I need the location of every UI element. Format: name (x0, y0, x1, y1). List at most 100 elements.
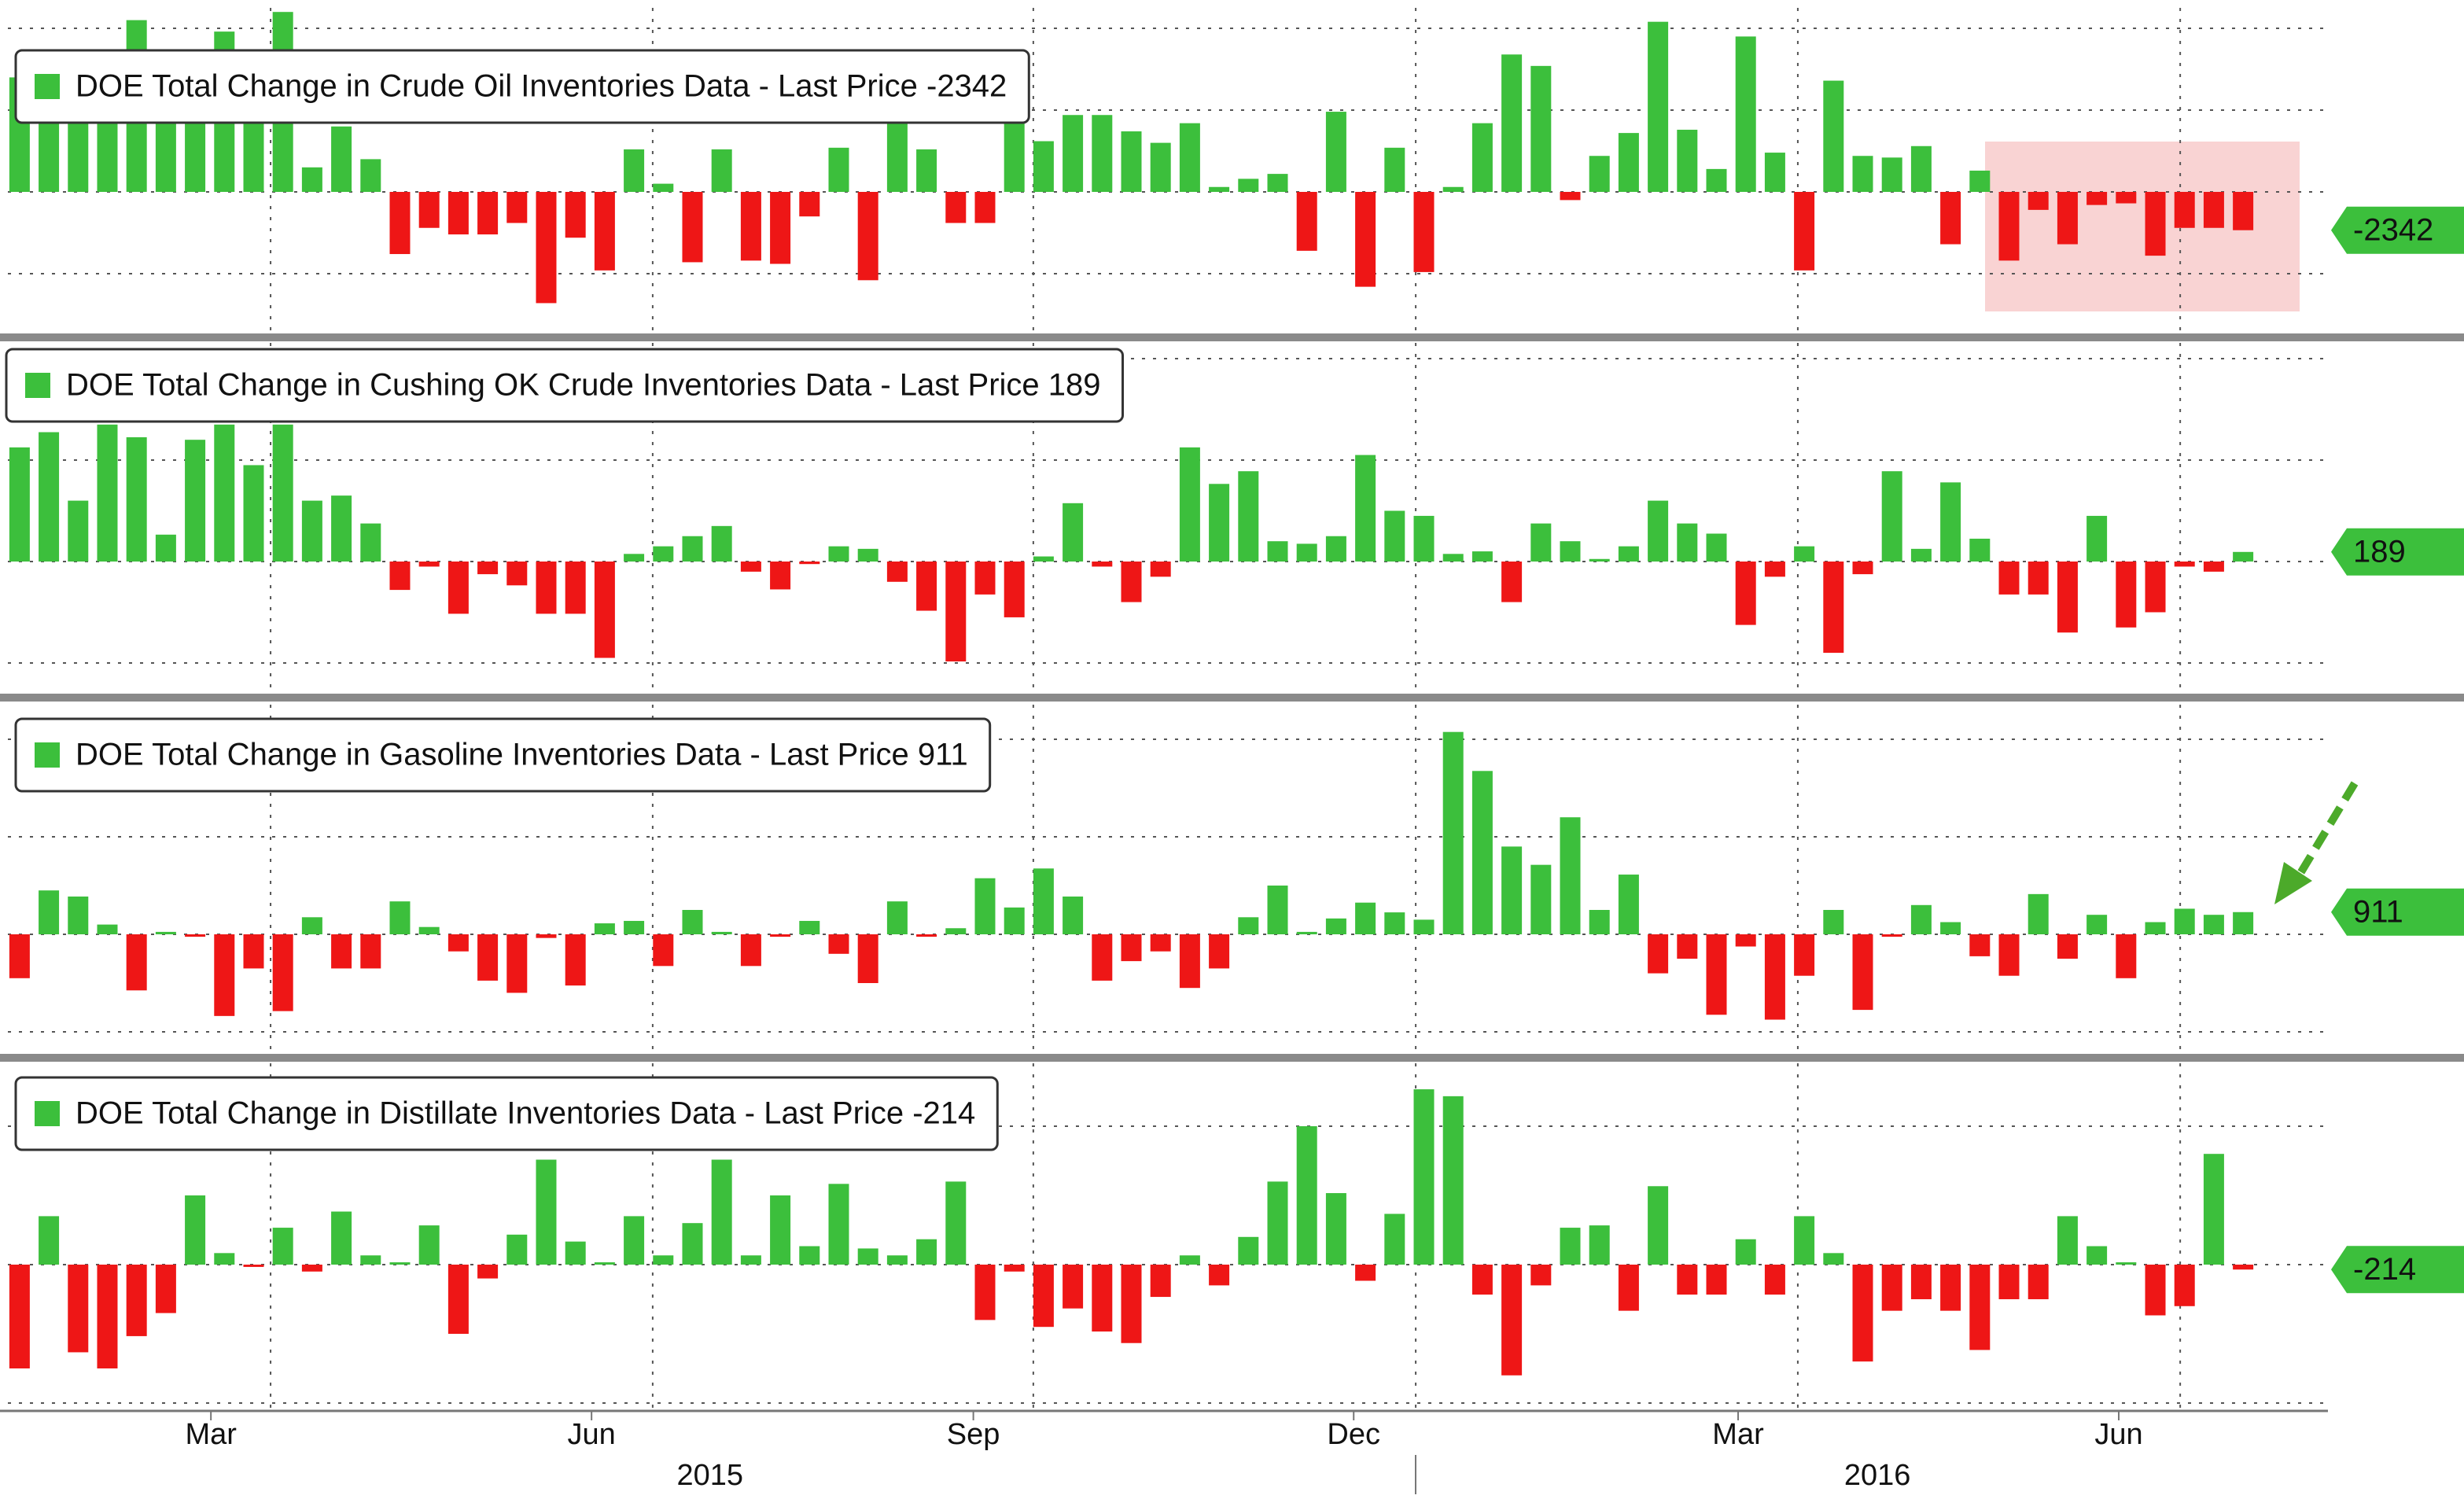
bar (477, 934, 499, 981)
bar (418, 191, 440, 228)
bar (389, 561, 411, 591)
bar (1530, 864, 1552, 935)
bar (2174, 908, 2195, 935)
year-label: 2016 (1844, 1459, 1911, 1492)
arrow (2274, 781, 2359, 904)
bar (506, 191, 528, 223)
bar (477, 561, 499, 575)
bar (1296, 931, 1317, 935)
bar (331, 126, 352, 192)
price-tag-label: -214 (2353, 1252, 2416, 1287)
bar (1969, 1264, 1991, 1350)
x-tick-label: Mar (185, 1418, 237, 1451)
bar (1764, 1264, 1785, 1295)
bar (1501, 54, 1523, 192)
bar (2057, 1216, 2078, 1265)
bar (770, 191, 791, 264)
bar (126, 436, 147, 562)
bar (770, 561, 791, 590)
bar (2174, 1264, 2195, 1306)
bar (1969, 934, 1991, 956)
bar (126, 1264, 147, 1336)
bar (1706, 934, 1727, 1015)
x-tick-label: Dec (1327, 1418, 1380, 1451)
bar (974, 1264, 996, 1320)
bar (1355, 1264, 1376, 1281)
bar (1150, 1264, 1171, 1298)
bar (2203, 915, 2224, 935)
bar (2116, 561, 2137, 628)
bar (1823, 80, 1844, 192)
bar (2174, 561, 2195, 567)
bar (418, 1225, 440, 1265)
bar (1823, 561, 1844, 654)
bar (1940, 922, 1961, 935)
bar (243, 465, 264, 562)
bar (2116, 934, 2137, 978)
bar (2057, 191, 2078, 245)
bar (1384, 1214, 1405, 1265)
bar (1063, 503, 1084, 562)
panel: DOE Total Change in Gasoline Inventories… (8, 705, 2464, 1051)
bar (2145, 191, 2166, 256)
bar (1063, 896, 1084, 935)
bar (886, 901, 908, 935)
bar (1852, 934, 1873, 1011)
bar (2145, 1264, 2166, 1316)
bar (1150, 561, 1171, 577)
bar (1004, 561, 1025, 617)
bar (1648, 21, 1669, 192)
bar (1325, 536, 1346, 562)
bar (916, 934, 937, 937)
bar (2203, 1154, 2224, 1265)
bar (39, 890, 60, 935)
bar (1004, 1264, 1025, 1272)
bar (2028, 561, 2049, 595)
bar (1033, 868, 1054, 935)
legend-box (5, 348, 1125, 423)
bar (272, 934, 293, 1011)
bar (1471, 771, 1493, 935)
bar (1296, 1125, 1317, 1265)
panel: DOE Total Change in Cushing OK Crude Inv… (5, 343, 2464, 692)
bar (711, 931, 732, 935)
bar (1150, 934, 1171, 952)
bar (1209, 1264, 1230, 1286)
legend-text: DOE Total Change in Cushing OK Crude Inv… (66, 368, 1101, 403)
legend-box (14, 1076, 999, 1151)
bar (331, 495, 352, 562)
legend-text: DOE Total Change in Crude Oil Inventorie… (76, 69, 1007, 104)
x-tick-label: Mar (1712, 1418, 1764, 1451)
bar (886, 115, 908, 192)
bar (1179, 123, 1200, 192)
price-tag (2331, 888, 2464, 936)
bar (1910, 1264, 1932, 1299)
bar (418, 561, 440, 567)
bar (1881, 157, 1902, 192)
bar (301, 1264, 322, 1272)
bar (97, 924, 118, 935)
bar (2233, 912, 2254, 935)
bar (1618, 546, 1639, 562)
bar (945, 561, 967, 662)
bar (974, 878, 996, 935)
bar (1560, 817, 1581, 935)
bar (331, 1211, 352, 1265)
bar (2028, 191, 2049, 210)
bar (1413, 515, 1435, 562)
bar (828, 934, 849, 954)
bar (1618, 875, 1639, 935)
bar (1004, 115, 1025, 192)
bar (536, 561, 557, 614)
bar (1940, 191, 1961, 245)
bar (1648, 934, 1669, 974)
bar (653, 1255, 674, 1265)
bar (506, 561, 528, 586)
bar (594, 561, 615, 658)
bar (857, 1248, 878, 1265)
bar (389, 191, 411, 255)
bar (360, 159, 381, 192)
panel: DOE Total Change in Distillate Inventori… (8, 1063, 2464, 1492)
panel: DOE Total Change in Crude Oil Inventorie… (8, 8, 2464, 330)
legend: DOE Total Change in Gasoline Inventories… (14, 717, 992, 793)
